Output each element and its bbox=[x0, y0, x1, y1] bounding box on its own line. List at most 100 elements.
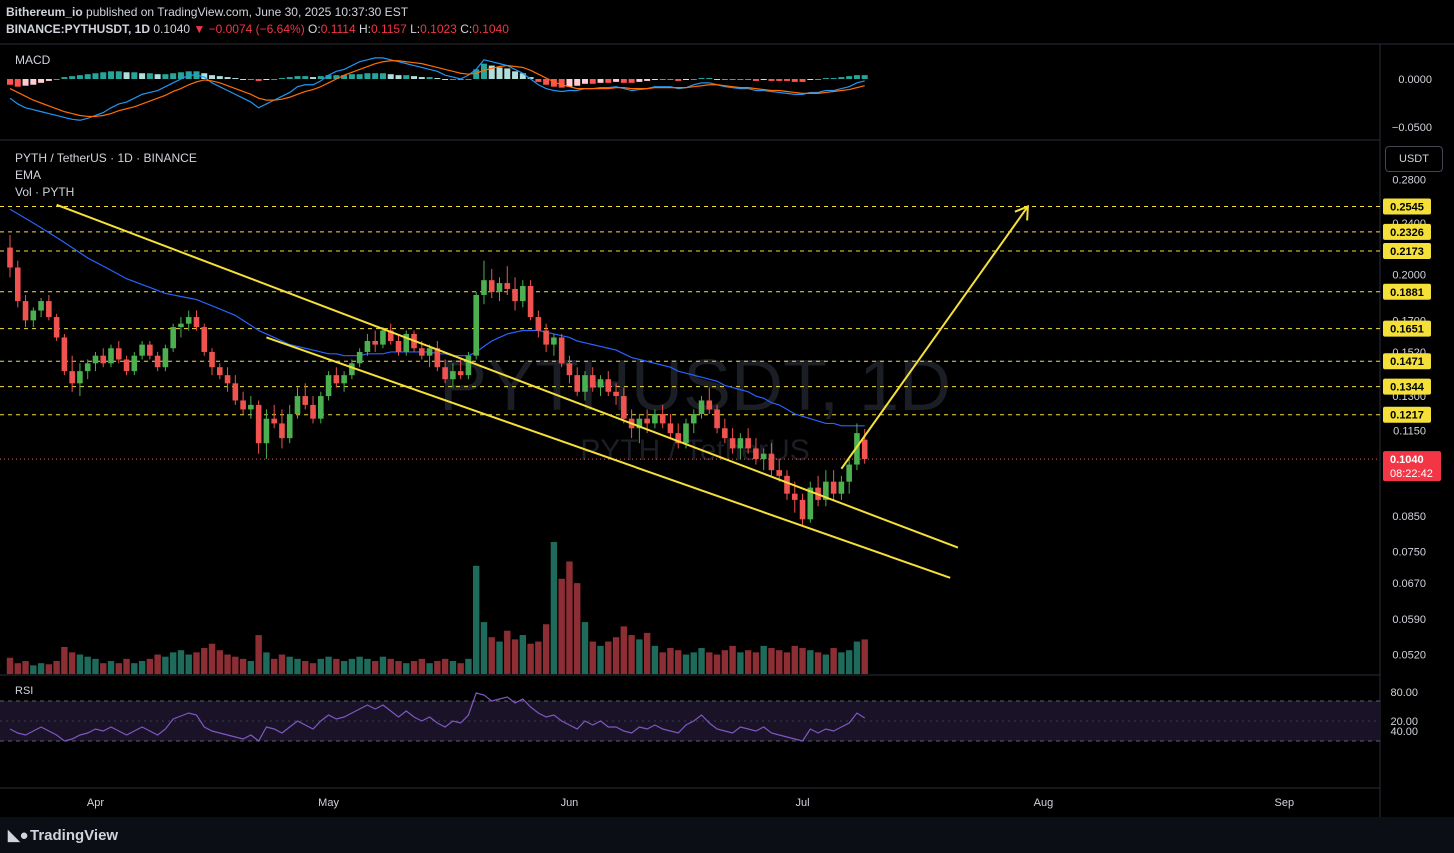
author-name[interactable]: Bithereum_io bbox=[6, 5, 83, 19]
candle bbox=[403, 330, 410, 356]
volume-bar bbox=[76, 654, 84, 674]
macd-histogram-bar bbox=[30, 79, 37, 85]
macd-histogram-bar bbox=[760, 79, 767, 80]
candle bbox=[838, 475, 845, 500]
candle-body bbox=[574, 375, 581, 392]
time-tick-label: May bbox=[318, 797, 339, 809]
volume-bar bbox=[682, 654, 690, 674]
main-pane-title[interactable]: PYTH / TetherUS · 1D · BINANCE bbox=[15, 151, 197, 165]
candle-body bbox=[450, 371, 456, 380]
volume-bar bbox=[566, 561, 573, 674]
target-arrow-head bbox=[1014, 204, 1029, 221]
volume-bar bbox=[480, 622, 488, 674]
candle bbox=[395, 333, 402, 356]
candle bbox=[745, 428, 751, 454]
volume-bar bbox=[302, 661, 309, 674]
macd-histogram-bar bbox=[527, 77, 534, 79]
candle-body bbox=[776, 470, 783, 476]
candle-body bbox=[255, 404, 262, 444]
symbol-name[interactable]: BINANCE:PYTHUSDT, 1D bbox=[6, 22, 151, 36]
volume-bar bbox=[317, 658, 324, 674]
candle-body bbox=[496, 283, 503, 292]
macd-histogram-bar bbox=[123, 72, 130, 79]
symbol-ohlc-line: BINANCE:PYTHUSDT, 1D 0.1040 ▼ −0.0074 (−… bbox=[6, 22, 509, 36]
candle-body bbox=[7, 247, 13, 268]
macd-histogram-bar bbox=[348, 74, 355, 79]
volume-bar bbox=[348, 658, 356, 674]
macd-histogram-bar bbox=[45, 79, 52, 81]
macd-pane-label[interactable]: MACD bbox=[15, 53, 51, 67]
candle-body bbox=[224, 375, 231, 384]
volume-bar bbox=[162, 656, 169, 674]
macd-histogram-bar bbox=[714, 79, 721, 80]
candle-body bbox=[683, 423, 689, 444]
candle-body bbox=[729, 438, 736, 449]
candle bbox=[279, 409, 285, 449]
macd-histogram-bar bbox=[14, 79, 21, 87]
macd-histogram-bar bbox=[449, 79, 456, 80]
candle-body bbox=[605, 379, 612, 392]
candle bbox=[690, 409, 697, 434]
rsi-pane-label[interactable]: RSI bbox=[15, 685, 34, 697]
volume-bar bbox=[838, 652, 845, 674]
level-tag-label: 0.1344 bbox=[1390, 382, 1425, 394]
candle bbox=[185, 310, 192, 331]
price-tick-label: 0.2000 bbox=[1392, 269, 1426, 281]
time-tick-label: Jul bbox=[796, 797, 810, 809]
candle-body bbox=[170, 327, 176, 349]
candle bbox=[209, 348, 215, 376]
volume-bar bbox=[278, 654, 286, 674]
candle bbox=[310, 396, 316, 424]
volume-bar bbox=[263, 652, 270, 674]
macd-histogram-bar bbox=[38, 79, 45, 83]
macd-histogram-bar bbox=[170, 73, 177, 79]
candle-body bbox=[768, 453, 775, 471]
candle-body bbox=[380, 330, 386, 345]
candle bbox=[442, 359, 448, 384]
macd-histogram-bar bbox=[61, 77, 68, 79]
macd-histogram-bar bbox=[22, 79, 29, 86]
currency-button[interactable]: USDT bbox=[1385, 146, 1443, 172]
candle bbox=[255, 400, 262, 454]
macd-histogram-bar bbox=[333, 75, 340, 79]
candle bbox=[481, 260, 487, 305]
macd-tick-label: 0.0000 bbox=[1398, 74, 1432, 86]
candle bbox=[216, 363, 223, 380]
candle bbox=[737, 433, 744, 460]
volume-bar bbox=[216, 650, 223, 674]
price-change: ▼ −0.0074 (−6.64%) bbox=[193, 22, 305, 36]
volume-bar bbox=[706, 652, 713, 674]
candle-body bbox=[745, 438, 751, 449]
candle-body bbox=[232, 383, 239, 401]
volume-bar bbox=[364, 658, 371, 674]
candle bbox=[53, 313, 60, 342]
candle bbox=[846, 459, 852, 494]
volume-bar bbox=[574, 583, 581, 674]
macd-histogram-bar bbox=[100, 72, 107, 79]
macd-histogram-bar bbox=[84, 74, 91, 79]
candle bbox=[84, 359, 91, 380]
volume-bar bbox=[107, 661, 115, 674]
candle bbox=[488, 268, 495, 299]
volume-bar bbox=[473, 565, 480, 674]
candle-body bbox=[271, 418, 277, 424]
macd-histogram-bar bbox=[232, 78, 239, 80]
volume-bar bbox=[177, 650, 185, 674]
candle bbox=[450, 363, 456, 388]
candle-body bbox=[364, 341, 371, 352]
candle-body bbox=[644, 418, 650, 424]
candle bbox=[473, 291, 479, 360]
volume-label[interactable]: Vol · PYTH bbox=[15, 185, 75, 199]
tradingview-logo[interactable]: ◣●TradingView bbox=[8, 826, 118, 844]
volume-bar bbox=[30, 665, 37, 674]
volume-bar bbox=[426, 663, 433, 674]
ema-label[interactable]: EMA bbox=[15, 168, 42, 182]
volume-bar bbox=[814, 652, 822, 674]
macd-histogram-bar bbox=[372, 73, 379, 79]
macd-histogram-bar bbox=[807, 79, 814, 80]
volume-bar bbox=[698, 648, 705, 674]
level-tag-label: 0.1881 bbox=[1390, 287, 1424, 299]
candle-body bbox=[597, 379, 604, 388]
macd-histogram-bar bbox=[550, 79, 557, 87]
